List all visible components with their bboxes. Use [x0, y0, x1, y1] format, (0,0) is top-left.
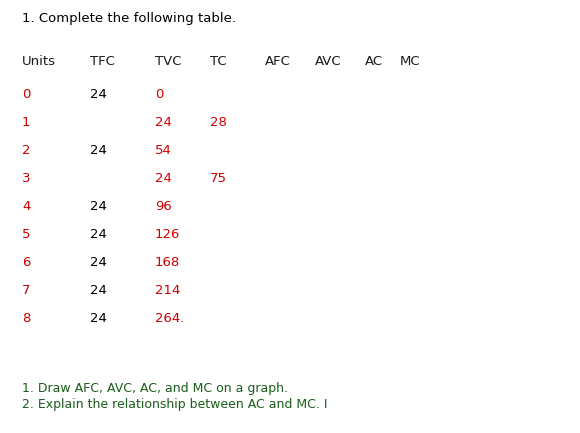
Text: 96: 96: [155, 200, 172, 213]
Text: TVC: TVC: [155, 55, 182, 68]
Text: AVC: AVC: [315, 55, 342, 68]
Text: 214: 214: [155, 284, 180, 297]
Text: 24: 24: [90, 284, 107, 297]
Text: 24: 24: [90, 88, 107, 101]
Text: MC: MC: [400, 55, 420, 68]
Text: AFC: AFC: [265, 55, 291, 68]
Text: 24: 24: [90, 144, 107, 157]
Text: 1. Draw AFC, AVC, AC, and MC on a graph.: 1. Draw AFC, AVC, AC, and MC on a graph.: [22, 382, 288, 395]
Text: 5: 5: [22, 228, 31, 241]
Text: 4: 4: [22, 200, 30, 213]
Text: TC: TC: [210, 55, 227, 68]
Text: 24: 24: [90, 256, 107, 269]
Text: 0: 0: [155, 88, 164, 101]
Text: 6: 6: [22, 256, 30, 269]
Text: 3: 3: [22, 172, 31, 185]
Text: 24: 24: [90, 200, 107, 213]
Text: AC: AC: [365, 55, 383, 68]
Text: 8: 8: [22, 312, 30, 325]
Text: 126: 126: [155, 228, 180, 241]
Text: 28: 28: [210, 116, 227, 129]
Text: 1. Complete the following table.: 1. Complete the following table.: [22, 12, 236, 25]
Text: 2: 2: [22, 144, 31, 157]
Text: 168: 168: [155, 256, 180, 269]
Text: 24: 24: [155, 172, 172, 185]
Text: Units: Units: [22, 55, 56, 68]
Text: 264.: 264.: [155, 312, 184, 325]
Text: 75: 75: [210, 172, 227, 185]
Text: 24: 24: [90, 228, 107, 241]
Text: 24: 24: [90, 312, 107, 325]
Text: TFC: TFC: [90, 55, 115, 68]
Text: 1: 1: [22, 116, 31, 129]
Text: 54: 54: [155, 144, 172, 157]
Text: 2. Explain the relationship between AC and MC. I: 2. Explain the relationship between AC a…: [22, 398, 328, 411]
Text: 24: 24: [155, 116, 172, 129]
Text: 0: 0: [22, 88, 30, 101]
Text: 7: 7: [22, 284, 31, 297]
